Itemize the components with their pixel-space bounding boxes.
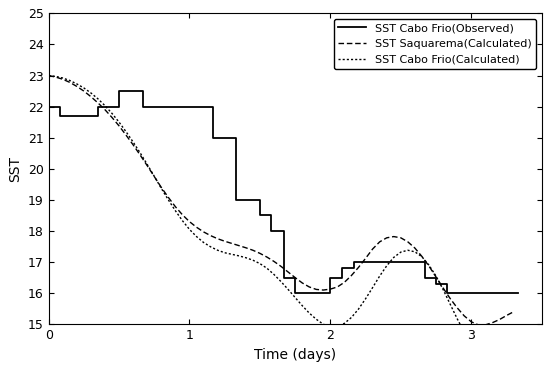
SST Cabo Frio(Observed) [116,104,122,109]
SST Cabo Frio(Observed) [468,291,475,295]
SST Cabo Frio(Observed) [116,89,122,93]
SST Cabo Frio(Calculated) [257,261,263,266]
SST Cabo Frio(Calculated) [475,349,482,353]
SST Cabo Frio(Observed) [338,266,345,270]
SST Cabo Frio(Observed) [268,213,274,218]
SST Cabo Frio(Observed) [210,104,217,109]
SST Cabo Frio(Observed) [280,229,287,233]
SST Cabo Frio(Observed) [95,114,101,118]
SST Cabo Frio(Observed) [492,291,498,295]
SST Cabo Frio(Observed) [95,104,101,109]
SST Saquarema(Calculated) [398,236,404,240]
SST Cabo Frio(Observed) [162,104,169,109]
SST Cabo Frio(Observed) [45,104,52,109]
SST Cabo Frio(Observed) [57,114,63,118]
SST Cabo Frio(Observed) [140,89,146,93]
SST Cabo Frio(Calculated) [116,120,122,124]
SST Cabo Frio(Observed) [303,291,310,295]
SST Cabo Frio(Observed) [186,104,193,109]
Legend: SST Cabo Frio(Observed), SST Saquarema(Calculated), SST Cabo Frio(Calculated): SST Cabo Frio(Observed), SST Saquarema(C… [334,19,536,69]
Line: SST Cabo Frio(Calculated): SST Cabo Frio(Calculated) [48,75,514,357]
SST Saquarema(Calculated) [482,323,488,327]
SST Cabo Frio(Observed) [45,104,52,109]
SST Cabo Frio(Observed) [444,291,450,295]
Y-axis label: SST: SST [8,156,23,182]
SST Cabo Frio(Observed) [186,104,193,109]
SST Saquarema(Calculated) [45,73,52,78]
SST Cabo Frio(Calculated) [510,341,517,346]
SST Cabo Frio(Observed) [421,260,428,264]
SST Saquarema(Calculated) [116,124,122,128]
SST Cabo Frio(Calculated) [102,104,108,108]
SST Saquarema(Calculated) [510,310,517,314]
SST Cabo Frio(Observed) [398,260,404,264]
Line: SST Cabo Frio(Observed): SST Cabo Frio(Observed) [48,91,518,293]
X-axis label: Time (days): Time (days) [254,348,336,361]
SST Cabo Frio(Observed) [140,104,146,109]
SST Cabo Frio(Observed) [292,275,299,280]
SST Cabo Frio(Observed) [257,213,263,218]
SST Cabo Frio(Observed) [468,291,475,295]
SST Cabo Frio(Observed) [433,275,439,280]
SST Cabo Frio(Observed) [210,135,217,140]
SST Cabo Frio(Calculated) [489,355,496,360]
SST Cabo Frio(Observed) [280,275,287,280]
SST Cabo Frio(Observed) [303,291,310,295]
SST Cabo Frio(Observed) [257,198,263,202]
SST Cabo Frio(Observed) [162,104,169,109]
SST Cabo Frio(Observed) [338,275,345,280]
SST Cabo Frio(Observed) [433,282,439,286]
SST Cabo Frio(Calculated) [398,250,404,254]
SST Cabo Frio(Observed) [292,291,299,295]
SST Cabo Frio(Calculated) [45,73,52,78]
SST Cabo Frio(Observed) [327,275,334,280]
SST Cabo Frio(Calculated) [235,253,242,258]
Line: SST Saquarema(Calculated): SST Saquarema(Calculated) [48,75,514,325]
SST Saquarema(Calculated) [257,251,263,256]
SST Cabo Frio(Observed) [57,104,63,109]
SST Cabo Frio(Observed) [351,266,358,270]
SST Cabo Frio(Observed) [444,282,450,286]
SST Cabo Frio(Observed) [268,229,274,233]
SST Cabo Frio(Observed) [233,135,239,140]
SST Cabo Frio(Observed) [421,275,428,280]
SST Cabo Frio(Observed) [233,198,239,202]
SST Cabo Frio(Observed) [327,291,334,295]
SST Cabo Frio(Observed) [398,260,404,264]
SST Saquarema(Calculated) [235,243,242,248]
SST Saquarema(Calculated) [475,323,482,327]
SST Cabo Frio(Observed) [351,260,358,264]
SST Cabo Frio(Observed) [514,291,521,295]
SST Cabo Frio(Observed) [492,291,498,295]
SST Saquarema(Calculated) [102,108,108,112]
